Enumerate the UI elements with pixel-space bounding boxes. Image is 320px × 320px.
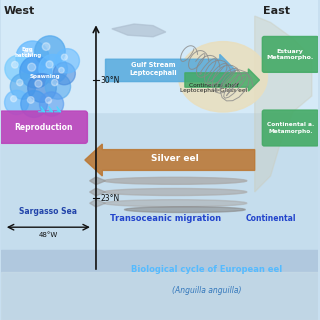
Circle shape <box>59 68 64 73</box>
Circle shape <box>45 97 52 103</box>
Circle shape <box>39 54 68 83</box>
Circle shape <box>28 97 34 103</box>
Text: East: East <box>263 6 291 16</box>
FancyBboxPatch shape <box>262 36 318 72</box>
FancyArrow shape <box>106 54 236 86</box>
Circle shape <box>28 63 36 71</box>
FancyBboxPatch shape <box>262 110 318 146</box>
Bar <box>1 250 318 320</box>
Circle shape <box>5 55 32 82</box>
Text: Sargasso Sea: Sargasso Sea <box>20 207 77 216</box>
Circle shape <box>28 74 56 102</box>
FancyArrow shape <box>85 144 255 176</box>
Circle shape <box>17 79 23 86</box>
Ellipse shape <box>104 177 247 184</box>
Circle shape <box>61 54 68 60</box>
Circle shape <box>12 61 18 68</box>
Text: Estuary
Metamorpho.: Estuary Metamorpho. <box>267 49 314 60</box>
Text: West: West <box>4 6 36 16</box>
Circle shape <box>52 79 58 86</box>
Circle shape <box>35 80 42 87</box>
Circle shape <box>39 92 64 116</box>
Circle shape <box>21 91 47 117</box>
Text: (Anguilla anguilla): (Anguilla anguilla) <box>172 286 242 295</box>
Polygon shape <box>90 188 106 196</box>
Polygon shape <box>255 16 312 192</box>
Ellipse shape <box>104 188 247 196</box>
Text: Continental shelf
Leptocephali-Glass eel: Continental shelf Leptocephali-Glass eel <box>180 83 247 93</box>
FancyBboxPatch shape <box>0 111 87 143</box>
Text: Continental a.
Metamorpho.: Continental a. Metamorpho. <box>267 123 314 134</box>
Circle shape <box>11 96 17 102</box>
Text: Reproduction: Reproduction <box>14 123 73 132</box>
Text: Silver eel: Silver eel <box>151 154 199 163</box>
Polygon shape <box>112 24 166 37</box>
Ellipse shape <box>124 207 245 212</box>
Polygon shape <box>90 177 106 185</box>
Text: 30°N: 30°N <box>101 76 120 84</box>
Ellipse shape <box>179 42 268 112</box>
FancyArrow shape <box>185 69 260 91</box>
Text: Biological cycle of European eel: Biological cycle of European eel <box>132 265 283 274</box>
Circle shape <box>10 74 36 99</box>
Text: Gulf Stream
Leptocephali: Gulf Stream Leptocephali <box>129 62 177 76</box>
Text: Transoceanic migration: Transoceanic migration <box>110 214 221 223</box>
Text: 23°N: 23°N <box>101 194 120 203</box>
Text: Spawning: Spawning <box>30 74 60 79</box>
Text: Egg
hatching: Egg hatching <box>14 47 41 58</box>
Circle shape <box>53 62 75 85</box>
Circle shape <box>42 43 50 51</box>
Circle shape <box>35 36 65 67</box>
Bar <box>1 0 318 112</box>
Circle shape <box>55 49 79 73</box>
Text: Continental: Continental <box>245 214 296 223</box>
Circle shape <box>20 56 52 88</box>
Polygon shape <box>90 199 106 207</box>
Circle shape <box>46 61 53 68</box>
Circle shape <box>4 90 29 115</box>
Bar <box>1 272 318 320</box>
Circle shape <box>16 41 49 74</box>
Text: 48°W: 48°W <box>39 232 58 238</box>
Circle shape <box>24 48 33 57</box>
Ellipse shape <box>104 200 247 207</box>
Circle shape <box>45 74 71 99</box>
